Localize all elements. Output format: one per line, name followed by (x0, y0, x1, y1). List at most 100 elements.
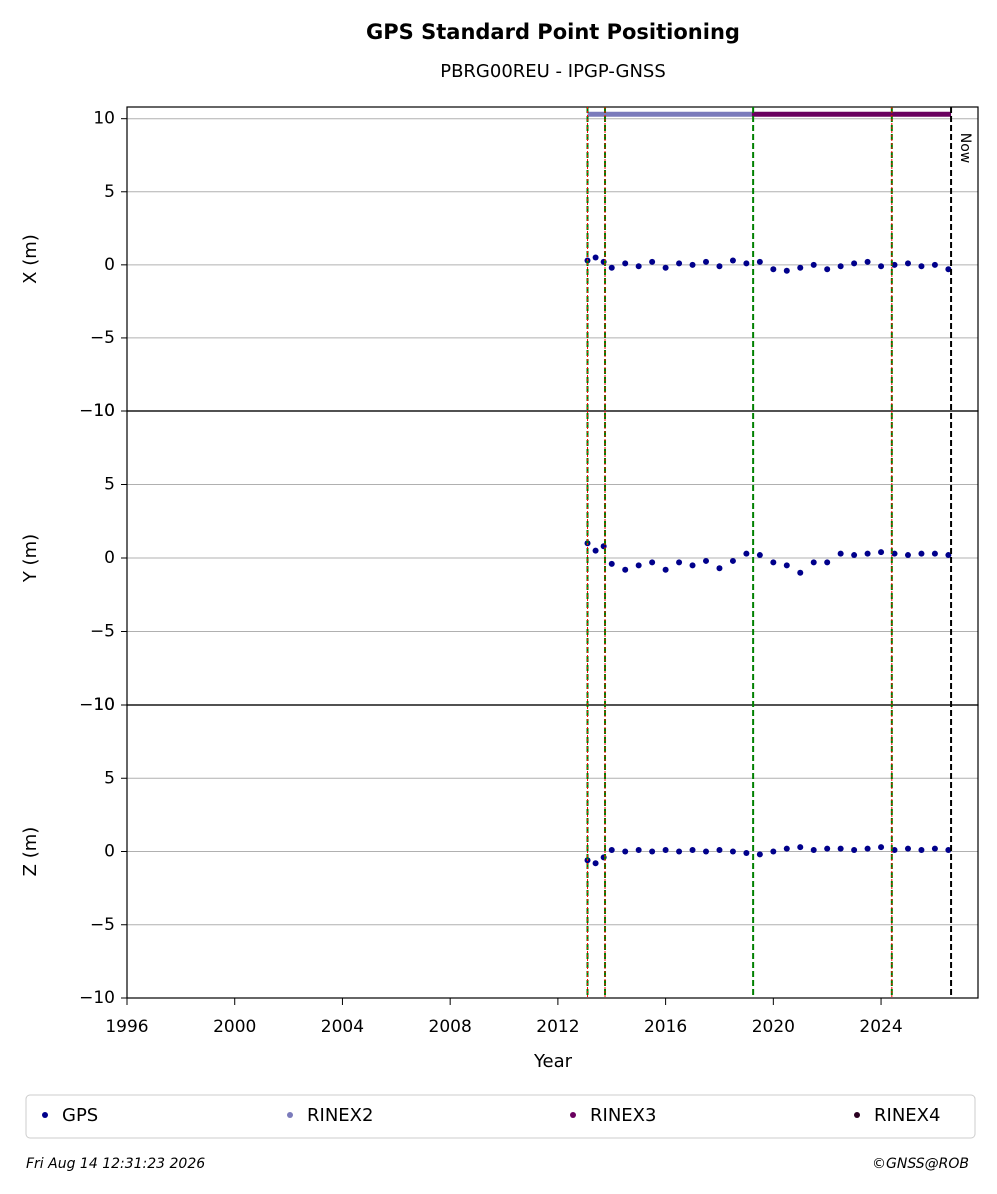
data-point (635, 263, 642, 270)
data-point (797, 844, 804, 851)
data-point (770, 266, 777, 273)
data-point (756, 258, 763, 265)
data-point (703, 557, 710, 564)
legend-label: RINEX2 (307, 1105, 373, 1126)
data-point (743, 849, 750, 856)
x-tick-label: 2012 (536, 1017, 579, 1037)
data-point (622, 848, 629, 855)
data-point (797, 264, 804, 271)
data-point (635, 847, 642, 854)
data-point (676, 848, 683, 855)
data-point (716, 847, 723, 854)
data-point (891, 550, 898, 557)
y-axis-label: Y (m) (20, 534, 41, 583)
y-tick-label: 0 (104, 255, 115, 275)
y-tick-label: −5 (90, 622, 115, 642)
data-point (824, 266, 831, 273)
data-point (703, 848, 710, 855)
data-point (904, 552, 911, 559)
legend-marker (287, 1112, 293, 1118)
x-axis-label: Year (533, 1051, 573, 1072)
data-point (864, 550, 871, 557)
data-point (851, 260, 858, 267)
data-point (945, 552, 952, 559)
data-point (716, 565, 723, 572)
x-tick-label: 2016 (644, 1017, 687, 1037)
timestamp: Fri Aug 14 12:31:23 2026 (26, 1156, 205, 1172)
data-point (878, 844, 885, 851)
data-point (743, 550, 750, 557)
y-tick-label: 5 (104, 182, 115, 202)
legend-box (25, 1094, 976, 1139)
legend-marker (570, 1112, 576, 1118)
data-point (783, 845, 790, 852)
data-point (689, 847, 696, 854)
data-point (810, 559, 817, 566)
data-point (608, 560, 615, 567)
data-point (783, 562, 790, 569)
y-axis-label: Z (m) (20, 827, 41, 877)
data-point (716, 263, 723, 270)
data-point (608, 847, 615, 854)
data-point (756, 552, 763, 559)
y-tick-label: 0 (104, 842, 115, 862)
data-point (797, 569, 804, 576)
data-point (662, 566, 669, 573)
data-point (622, 260, 629, 267)
y-tick-label: 10 (93, 401, 115, 421)
legend-label: RINEX4 (874, 1105, 940, 1126)
x-tick-label: 1996 (105, 1017, 148, 1037)
data-point (676, 559, 683, 566)
legend-marker (42, 1112, 48, 1118)
data-point (837, 263, 844, 270)
data-point (931, 550, 938, 557)
data-point (649, 559, 656, 566)
data-point (904, 260, 911, 267)
y-tick-label: 10 (93, 109, 115, 129)
data-point (689, 261, 696, 268)
chart-title: GPS Standard Point Positioning (366, 20, 740, 44)
panel-frame (126, 106, 979, 412)
x-tick-label: 2024 (859, 1017, 902, 1037)
credit: ©GNSS@ROB (872, 1156, 969, 1172)
x-tick-label: 2004 (321, 1017, 364, 1037)
data-point (649, 258, 656, 265)
y-tick-label: 5 (104, 768, 115, 788)
legend-label: GPS (62, 1105, 98, 1126)
x-tick-label: 2008 (429, 1017, 472, 1037)
panel-frame (126, 704, 979, 999)
data-point (824, 845, 831, 852)
data-point (729, 557, 736, 564)
data-point (810, 847, 817, 854)
y-tick-label: −5 (90, 328, 115, 348)
data-point (918, 263, 925, 270)
x-tick-label: 2000 (213, 1017, 256, 1037)
chart-subtitle: PBRG00REU - IPGP-GNSS (440, 61, 666, 82)
data-point (810, 261, 817, 268)
data-point (783, 267, 790, 274)
legend-label: RINEX3 (590, 1105, 656, 1126)
data-point (878, 549, 885, 556)
data-point (592, 254, 599, 261)
data-point (689, 562, 696, 569)
data-point (864, 845, 871, 852)
data-point (703, 258, 710, 265)
y-tick-label: −10 (79, 988, 115, 1008)
y-tick-label: −10 (79, 401, 115, 421)
data-point (945, 266, 952, 273)
data-point (662, 264, 669, 271)
data-point (743, 260, 750, 267)
y-tick-label: 10 (93, 695, 115, 715)
y-tick-label: −10 (79, 695, 115, 715)
data-point (891, 261, 898, 268)
data-point (864, 258, 871, 265)
data-point (635, 562, 642, 569)
data-point (918, 847, 925, 854)
data-point (649, 848, 656, 855)
data-point (770, 559, 777, 566)
data-point (729, 848, 736, 855)
x-tick-label: 2020 (752, 1017, 795, 1037)
